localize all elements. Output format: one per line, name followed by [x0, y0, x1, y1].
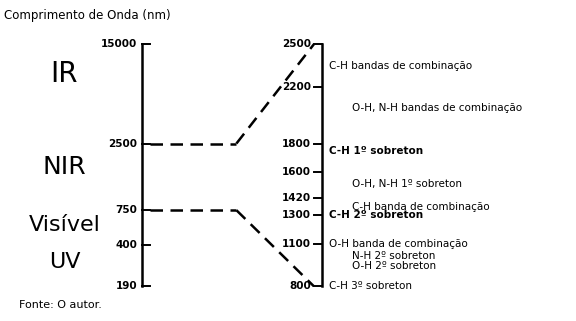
Text: 2200: 2200 — [282, 82, 311, 92]
Text: 750: 750 — [115, 205, 137, 215]
Text: Visível: Visível — [28, 215, 100, 235]
Text: NIR: NIR — [43, 155, 86, 179]
Text: 1420: 1420 — [282, 193, 311, 203]
Text: 400: 400 — [115, 240, 137, 250]
Text: 190: 190 — [116, 281, 137, 291]
Text: 15000: 15000 — [101, 39, 137, 49]
Text: O-H banda de combinação: O-H banda de combinação — [329, 239, 468, 248]
Text: O-H, N-H 1º sobreton: O-H, N-H 1º sobreton — [352, 179, 462, 189]
Text: 1800: 1800 — [282, 139, 311, 149]
Text: C-H banda de combinação: C-H banda de combinação — [352, 202, 490, 212]
Text: O-H, N-H bandas de combinação: O-H, N-H bandas de combinação — [352, 103, 522, 113]
Text: 1600: 1600 — [282, 167, 311, 178]
Text: N-H 2º sobreton: N-H 2º sobreton — [352, 251, 435, 261]
Text: 2500: 2500 — [108, 139, 137, 149]
Text: C-H 1º sobreton: C-H 1º sobreton — [329, 146, 423, 156]
Text: 1100: 1100 — [282, 239, 311, 248]
Text: C-H bandas de combinação: C-H bandas de combinação — [329, 61, 472, 71]
Text: 800: 800 — [289, 281, 311, 291]
Text: IR: IR — [51, 60, 78, 88]
Text: Fonte: O autor.: Fonte: O autor. — [18, 300, 101, 310]
Text: UV: UV — [49, 252, 80, 272]
Text: 2500: 2500 — [282, 39, 311, 49]
Text: C-H 3º sobreton: C-H 3º sobreton — [329, 281, 412, 291]
Text: C-H 2º sobreton: C-H 2º sobreton — [329, 210, 423, 220]
Text: O-H 2º sobreton: O-H 2º sobreton — [352, 261, 437, 271]
Text: Comprimento de Onda (nm): Comprimento de Onda (nm) — [4, 9, 171, 22]
Text: 1300: 1300 — [282, 210, 311, 220]
